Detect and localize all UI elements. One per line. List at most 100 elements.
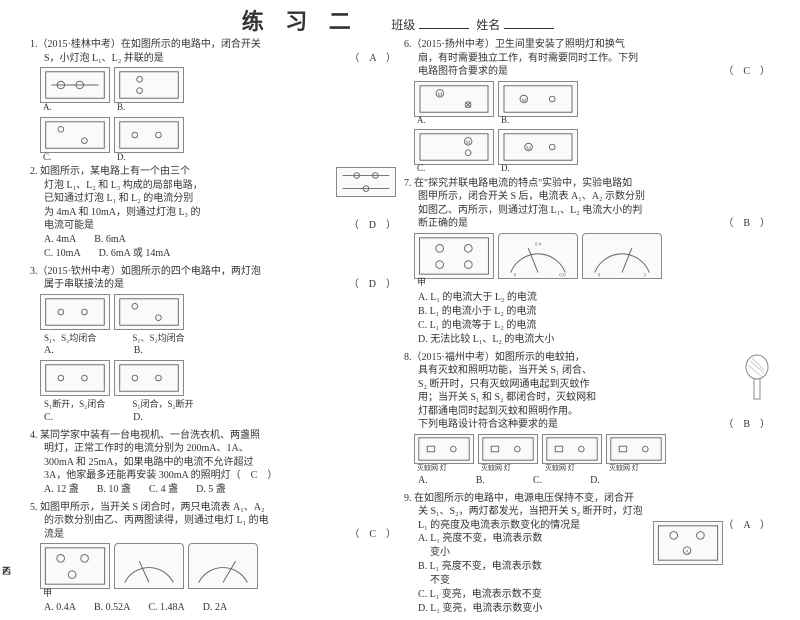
q8-l5: 灯都通电同时起到灭蚊和照明作用。 — [418, 406, 578, 417]
q1-line1: 1.（2015·桂林中考）在如图所示的电路中，闭合开关 — [30, 39, 261, 50]
q5-sub-a: 甲 — [43, 587, 52, 599]
q1-answer: （ A ） — [349, 52, 396, 66]
q1-diagram-b: B. — [114, 67, 184, 103]
q1-label-d: D. — [117, 151, 126, 163]
q5-opt-d: D. 2A — [203, 601, 227, 615]
q7-answer: （ B ） — [723, 217, 770, 231]
q1-label-a: A. — [43, 101, 52, 113]
q2-l1: 2. 如图所示，某电路上有一个由三个 — [30, 166, 190, 177]
q4-opt-b: B. 10 盏 — [97, 483, 131, 497]
q7-opts: A. L₁ 的电流大于 L₂ 的电流 B. L₁ 的电流小于 L₂ 的电流 C.… — [418, 291, 770, 347]
q4-opt-c: C. 4 盏 — [149, 483, 178, 497]
q4-opt-d: D. 5 盏 — [196, 483, 226, 497]
q3-lab-a: A. — [44, 345, 54, 356]
q3-l1: 3.（2015·钦州中考）如图所示的四个电路中，两灯泡 — [30, 266, 261, 277]
q7-l4: 断正确的是 — [418, 218, 468, 229]
q8-lab-d: D. — [590, 474, 600, 488]
question-2: 2. 如图所示，某电路上有一个由三个 灯泡 L₁、L₂ 和 L₃ 构成的局部电路… — [30, 165, 396, 261]
q7-l1: 7. 在"探究并联电路电流的特点"实验中，实验电路如 — [404, 178, 632, 189]
q4-opts: A. 12 盏 B. 10 盏 C. 4 盏 D. 5 盏 — [44, 483, 396, 497]
q8-diagram-c: 灭蚊网 灯 — [542, 434, 602, 464]
q7-diagram-a: 甲 — [414, 233, 494, 279]
q2-l3: 已知通过灯泡 L₁ 和 L₂ 的电流分别 — [44, 193, 193, 204]
q9-l1: 9. 在如图所示的电路中，电源电压保持不变，闭合开 — [404, 493, 634, 504]
question-8: 8.（2015·福州中考）如图所示的电蚊拍， 具有灭蚊和照明功能，当开关 S₁ … — [404, 351, 770, 488]
right-column: 6.（2015·扬州中考）卫生间里安装了照明灯和换气 扇，有时需要独立工作，有时… — [404, 38, 770, 620]
q5-answer: （ C ） — [349, 528, 396, 542]
q8-lab-c: C. — [533, 474, 542, 488]
q6-diagram-b: MB. — [498, 81, 578, 117]
q5-diagrams: 甲 乙 丙 — [40, 543, 396, 589]
question-3: 3.（2015·钦州中考）如图所示的四个电路中，两灯泡 属于串联接法的是 （ D… — [30, 265, 396, 425]
q3-lab-b: B. — [134, 345, 143, 356]
question-5: 5. 如图甲所示，当开关 S 闭合时，两只电流表 A₁、A₂ 的示数分别由乙、丙… — [30, 501, 396, 616]
q8-diagrams: 灭蚊网 灯 灭蚊网 灯 灭蚊网 灯 灭蚊网 灯 — [414, 434, 770, 464]
q7-opt-a: A. L₁ 的电流大于 L₂ 的电流 — [418, 291, 770, 305]
q9-answer: （ A ） — [723, 519, 770, 533]
q6-lab-a: A. — [417, 114, 426, 126]
q4-l4: 3A，他家最多还能再安装 300mA 的照明灯（ C ） — [44, 470, 277, 481]
svg-text:M: M — [466, 140, 471, 146]
q2-opt-d: D. 6mA 或 14mA — [99, 247, 171, 261]
q2-opt-b: B. 6mA — [94, 233, 126, 247]
q3-l2: 属于串联接法的是 — [44, 279, 124, 290]
q1-diagram-d: D. — [114, 117, 184, 153]
q5-meter-b: 乙 — [114, 543, 184, 589]
q7-opt-b: B. L₁ 的电流小于 L₂ 的电流 — [418, 305, 770, 319]
svg-text:M: M — [437, 92, 442, 98]
q9-opt-b2: 不变 — [430, 574, 770, 588]
class-blank — [419, 28, 469, 29]
svg-text:M: M — [526, 145, 531, 151]
q7-sub-c: 丙 — [2, 565, 11, 577]
q7-l2: 图甲所示，闭合开关 S 后，电流表 A₁、A₂ 示数分别 — [418, 191, 645, 202]
q3-diagrams2 — [40, 360, 396, 396]
q8-l2: 具有灭蚊和照明功能，当开关 S₁ 闭合、 — [418, 365, 592, 376]
q2-l5: 电流可能是 — [44, 220, 94, 231]
question-7: 7. 在"探究并联电路电流的特点"实验中，实验电路如 图甲所示，闭合开关 S 后… — [404, 177, 770, 347]
q7-l3: 如图乙、丙所示，则通过灯泡 L₁、L₂ 电流大小的判 — [418, 205, 642, 216]
question-1: 1.（2015·桂林中考）在如图所示的电路中，闭合开关 S，小灯泡 L₁、L₂ … — [30, 38, 396, 153]
q8-lab-a: A. — [418, 474, 428, 488]
q4-l2: 明灯，正常工作时的电流分别为 200mA、1A、 — [44, 443, 249, 454]
q6-diagram-a: MA. — [414, 81, 494, 117]
q8-diagram-d: 灭蚊网 灯 — [606, 434, 666, 464]
q7-opt-d: D. 无法比较 L₁、L₂ 的电流大小 — [418, 333, 770, 347]
q4-opt-a: A. 12 盏 — [44, 483, 79, 497]
q8-l1: 8.（2015·福州中考）如图所示的电蚊拍， — [404, 352, 585, 363]
q6-l2: 扇，有时需要独立工作，有时需要同时工作。下列 — [418, 53, 638, 64]
q3-sub-a: S₁、S₂均闭合 — [44, 333, 96, 343]
svg-text:A: A — [685, 549, 690, 555]
q5-meter-c: 丙 — [188, 543, 258, 589]
q7-sub-a: 甲 — [417, 276, 426, 288]
q9-opt-d: D. L₁ 变亮，电流表示数变小 — [418, 602, 770, 616]
q6-diagrams: MA. MB. — [414, 81, 770, 117]
q8-l4: 用；当开关 S₁ 和 S₂ 都闭合时，灭蚊网和 — [418, 392, 596, 403]
question-4: 4. 某同学家中装有一台电视机、一台洗衣机、两盏照 明灯，正常工作时的电流分别为… — [30, 429, 396, 497]
q7-opt-c: C. L₁ 的电流等于 L₂ 的电流 — [418, 319, 770, 333]
q2-diagram — [336, 167, 396, 197]
svg-text:0.4: 0.4 — [535, 242, 542, 247]
page-title: 练 习 二 — [242, 4, 359, 36]
q9-diagram: A — [653, 521, 723, 565]
q3-diagram-c — [40, 360, 110, 396]
q8-sub-d: 灭蚊网 灯 — [609, 464, 639, 473]
q4-l1: 4. 某同学家中装有一台电视机、一台洗衣机、两盏照 — [30, 430, 260, 441]
q1-diagrams: A. B. C. D. — [40, 67, 396, 153]
q6-answer: （ C ） — [723, 65, 770, 79]
q8-l6: 下列电路设计符合这种要求的是 — [418, 419, 558, 430]
svg-text:0: 0 — [514, 273, 517, 278]
q5-l3: 流是 — [44, 529, 64, 540]
svg-text:M: M — [521, 97, 526, 103]
q1-label-c: C. — [43, 151, 51, 163]
student-blanks: 班级 姓名 — [391, 16, 558, 33]
q6-lab-b: B. — [501, 114, 509, 126]
q8-racket-icon — [744, 353, 770, 403]
q8-answer: （ B ） — [723, 418, 770, 432]
q6-lab-d: D. — [501, 162, 510, 174]
name-label: 姓名 — [476, 18, 500, 32]
q3-sub-c: S₁断开，S₂闭合 — [44, 399, 105, 409]
q5-opts: A. 0.4A B. 0.52A C. 1.48A D. 2A — [44, 601, 396, 615]
q8-l3: S₂ 断开时，只有灭蚊网通电起到灭蚊作 — [418, 379, 590, 390]
q1-label-b: B. — [117, 101, 125, 113]
q5-l1: 5. 如图甲所示，当开关 S 闭合时，两只电流表 A₁、A₂ — [30, 502, 264, 513]
